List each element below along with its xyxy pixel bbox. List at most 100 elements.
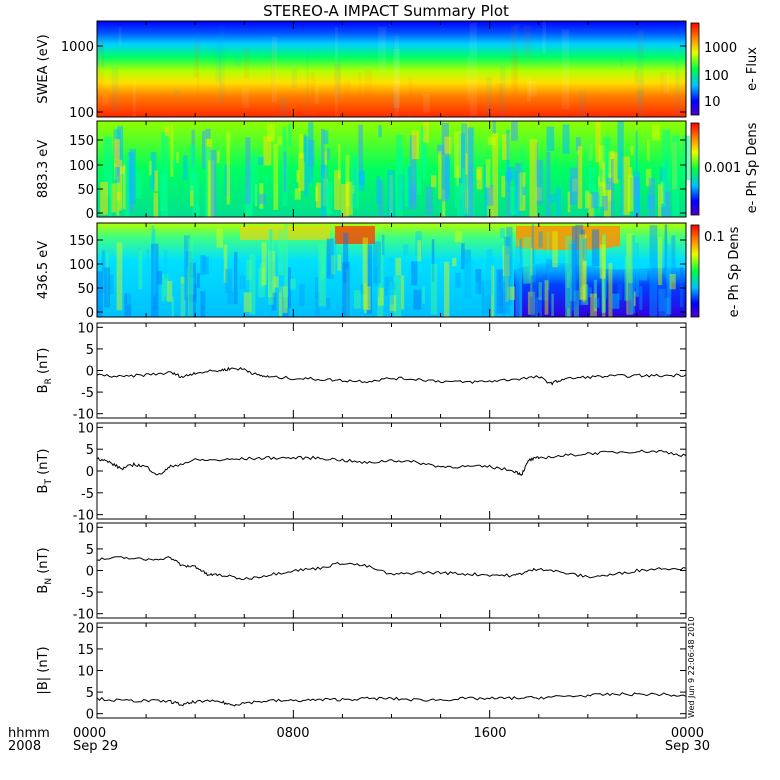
spectrogram-streak	[551, 293, 554, 316]
spectrogram-streak	[647, 139, 650, 161]
swea-ylabel: SWEA (eV)	[36, 34, 51, 103]
spectrogram-streak	[595, 121, 601, 163]
ylabel-B: |B| (nT)	[36, 646, 51, 694]
spectrogram-streak	[486, 77, 492, 117]
spectrogram-streak	[150, 152, 157, 190]
spectrogram-streak	[591, 192, 599, 209]
spectrogram-streak	[472, 282, 479, 299]
pad436-ytick-label: 150	[69, 234, 94, 249]
panel-BT: 10 5 0 -5 -10 BT (nT)	[36, 421, 687, 524]
series-line-BR	[96, 366, 687, 386]
spectrogram-streak	[549, 194, 556, 203]
swea-texture	[97, 21, 680, 117]
spectrogram-streak	[523, 237, 532, 284]
spectrogram-streak	[461, 243, 465, 270]
spectrogram-streak	[171, 296, 175, 317]
spectrogram-streak	[277, 136, 282, 145]
spectrogram-streak	[624, 255, 633, 301]
spectrogram-streak	[161, 132, 169, 217]
spectrogram-streak	[567, 271, 570, 317]
spectrogram-streak	[543, 274, 549, 301]
spectrogram-streak	[573, 290, 579, 317]
spectrogram-streak	[658, 274, 666, 312]
spectrogram-streak	[187, 238, 194, 317]
spectrogram-streak	[387, 286, 394, 317]
pad883-y-ticks	[97, 139, 686, 214]
ytick-label: -10	[73, 509, 94, 524]
spectrogram-streak	[271, 292, 277, 311]
spectrogram-streak	[520, 147, 523, 208]
ytick-label: 0	[86, 465, 94, 480]
spectrogram-streak	[173, 89, 180, 99]
xtick-date: Sep 29	[73, 739, 118, 754]
spectrogram-streak	[522, 186, 526, 196]
spectrogram-streak	[499, 88, 503, 104]
spectrogram-streak	[251, 153, 258, 205]
spectrogram-streak	[634, 70, 638, 85]
spectrogram-streak	[485, 279, 492, 317]
spectrogram-streak	[528, 81, 537, 97]
spectrogram-streak	[431, 175, 437, 188]
spectrogram-streak	[135, 170, 142, 199]
swea-cbar-tick: 10	[704, 95, 721, 110]
spectrogram-streak	[620, 58, 623, 67]
spectrogram-streak	[578, 90, 586, 117]
xtick-date: Sep 30	[665, 739, 710, 754]
spectrogram-streak	[544, 280, 549, 315]
panel-frame	[96, 322, 687, 419]
spectrogram-streak	[239, 275, 246, 290]
spectrogram-streak	[601, 196, 608, 211]
pad883-ytick-label: 100	[69, 159, 94, 174]
spectrogram-streak	[526, 76, 531, 102]
spectrogram-streak	[630, 177, 638, 199]
spectrogram-streak	[602, 233, 606, 313]
spectrogram-streak	[180, 276, 186, 317]
spectrogram-streak	[505, 172, 513, 182]
spectrogram-streak	[671, 235, 676, 283]
pad436-cbar-tick: 0.1	[704, 230, 725, 245]
spectrogram-streak	[284, 223, 288, 309]
spectrogram-streak	[320, 248, 326, 280]
spectrogram-streak	[487, 136, 496, 146]
spectrogram-streak	[490, 265, 495, 317]
pad436-colorbar	[690, 224, 700, 318]
spectrogram-streak	[200, 255, 206, 275]
spectrogram-streak	[585, 190, 590, 209]
spectrogram-streak	[457, 185, 465, 217]
spectrogram-streak	[189, 145, 196, 192]
spectrogram-streak	[561, 29, 570, 110]
series-line-B	[96, 692, 687, 707]
spectrogram-streak	[506, 168, 511, 217]
spectrogram-streak	[590, 293, 597, 317]
ytick-label: -10	[73, 608, 94, 623]
swea-y-ticks	[97, 45, 686, 113]
spectrogram-streak	[579, 234, 587, 300]
spectrogram-streak	[227, 291, 234, 304]
spectrogram-streak	[464, 249, 472, 298]
spectrogram-streak	[193, 42, 199, 78]
spectrogram-streak	[580, 229, 585, 258]
spectrogram-streak	[538, 231, 543, 248]
x-axis: hhmm 2008 0000 Sep 29 0800 1600 0000 Sep…	[8, 726, 710, 754]
spectrogram-streak	[664, 224, 668, 271]
ytick-label: 10	[77, 421, 94, 436]
spectrogram-streak	[662, 129, 671, 192]
pad883-texture	[100, 121, 690, 217]
spectrogram-streak	[151, 225, 155, 286]
spectrogram-streak	[358, 71, 362, 104]
spectrogram-streak	[196, 273, 201, 288]
spectrogram-streak	[185, 251, 193, 317]
spectrogram-streak	[283, 297, 289, 317]
spectrogram-streak	[438, 151, 442, 200]
spectrogram-streak	[453, 131, 462, 178]
spectrogram-streak	[275, 280, 282, 292]
ytick-label: 20	[77, 621, 94, 636]
spectrogram-streak	[391, 281, 396, 290]
spectrogram-streak	[192, 171, 200, 217]
spectrogram-streak	[571, 226, 577, 311]
spectrogram-streak	[223, 244, 228, 283]
spectrogram-streak	[335, 59, 341, 100]
spectrogram-streak	[334, 170, 341, 210]
spectrogram-streak	[118, 159, 123, 211]
